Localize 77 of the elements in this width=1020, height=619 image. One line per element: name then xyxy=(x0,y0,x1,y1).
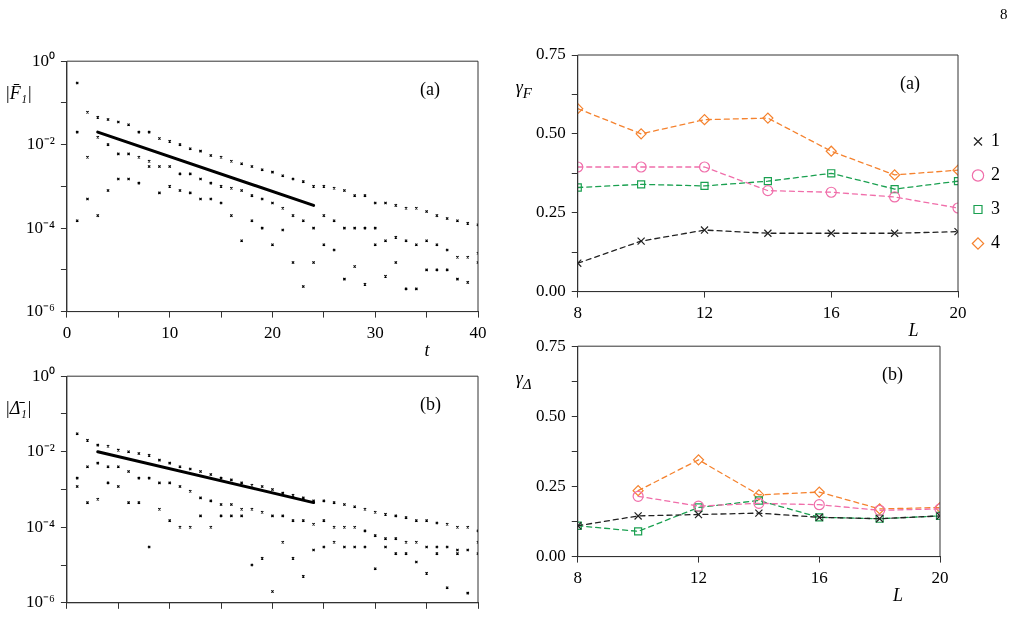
legend-label: 3 xyxy=(991,198,1000,219)
annotation: (b) xyxy=(420,394,441,416)
x-axis-title: L xyxy=(908,319,919,341)
point xyxy=(635,128,647,140)
point xyxy=(813,486,825,498)
y-tick-label: 0.25 xyxy=(536,202,566,222)
annotation: (a) xyxy=(900,73,920,94)
point xyxy=(694,510,703,519)
point xyxy=(636,236,646,246)
x-tick-label: 10 xyxy=(161,323,179,343)
point xyxy=(827,169,836,178)
legend-label: 1 xyxy=(991,130,1000,151)
x-tick-label: 30 xyxy=(366,323,384,343)
y-axis-title: γ$_{F}$ xyxy=(515,77,533,102)
x-tick-label: 12 xyxy=(696,303,713,323)
x-axis-title: L xyxy=(892,584,903,606)
y-tick-label: 10⁻² xyxy=(26,134,55,154)
x-tick-label: 16 xyxy=(822,303,840,323)
point xyxy=(692,454,705,466)
x-tick-label: 16 xyxy=(810,568,828,588)
point xyxy=(753,489,765,501)
point xyxy=(890,229,899,238)
point xyxy=(890,184,899,194)
annotation: (a) xyxy=(420,79,440,101)
point xyxy=(813,499,825,511)
y-tick-label: 10⁻⁶ xyxy=(25,301,55,321)
y-tick-label: 0.75 xyxy=(536,335,566,355)
point xyxy=(632,490,644,502)
y-tick-label: 10⁰ xyxy=(31,50,55,70)
y-tick-label: 10⁰ xyxy=(31,365,55,385)
point xyxy=(762,185,774,197)
point xyxy=(825,145,837,157)
point xyxy=(754,496,764,505)
point xyxy=(889,169,901,181)
y-axis-title: γ$_{Δ}$ xyxy=(515,368,532,393)
point xyxy=(700,225,709,235)
point xyxy=(698,114,711,126)
y-tick-label: 0.25 xyxy=(536,475,566,495)
x-tick-label: 20 xyxy=(931,568,949,588)
point xyxy=(700,181,709,191)
legend-label: 2 xyxy=(991,164,1000,185)
point xyxy=(633,527,643,536)
x-tick-label: 12 xyxy=(690,568,707,588)
point xyxy=(698,161,711,173)
point xyxy=(825,186,837,198)
point xyxy=(763,229,773,238)
y-tick-label: 10⁻² xyxy=(26,441,55,461)
point xyxy=(763,177,773,186)
point xyxy=(753,497,765,509)
annotation: (b) xyxy=(882,364,903,386)
point xyxy=(827,229,836,238)
y-tick-label: 0.00 xyxy=(536,546,566,566)
legend-label: 4 xyxy=(991,232,1000,253)
point xyxy=(754,508,764,518)
x-tick-label: 8 xyxy=(573,303,582,323)
y-tick-label: 0.75 xyxy=(536,44,566,64)
y-tick-label: 0.00 xyxy=(536,281,566,301)
text: 8 xyxy=(1000,6,1008,23)
point xyxy=(633,511,643,521)
y-tick-label: 0.50 xyxy=(536,123,566,143)
point xyxy=(635,161,647,173)
x-axis-title: t xyxy=(424,339,430,361)
x-tick-label: 8 xyxy=(573,568,582,588)
point xyxy=(889,191,901,203)
x-tick-label: 20 xyxy=(949,303,967,323)
y-axis-title: |Δ̄₁| xyxy=(4,398,32,420)
point xyxy=(632,485,644,497)
y-tick-label: 0.50 xyxy=(536,405,566,425)
y-tick-label: 10⁻⁴ xyxy=(25,217,55,237)
y-tick-label: 10⁻⁴ xyxy=(25,516,55,536)
y-tick-label: 10⁻⁶ xyxy=(25,592,55,612)
x-tick-label: 40 xyxy=(469,323,487,343)
point xyxy=(636,180,646,189)
point xyxy=(762,112,774,124)
x-tick-label: 0 xyxy=(62,323,72,343)
y-axis-title: |F̄₁| xyxy=(4,83,33,105)
x-tick-label: 20 xyxy=(263,323,281,343)
